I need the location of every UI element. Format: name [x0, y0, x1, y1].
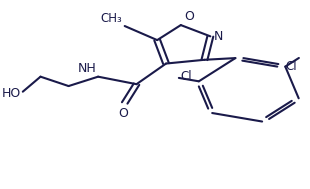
Text: CH₃: CH₃	[100, 12, 122, 25]
Text: NH: NH	[78, 62, 97, 75]
Text: HO: HO	[2, 87, 21, 100]
Text: Cl: Cl	[286, 60, 297, 73]
Text: N: N	[214, 30, 223, 43]
Text: O: O	[118, 107, 128, 120]
Text: Cl: Cl	[180, 70, 192, 84]
Text: O: O	[184, 10, 194, 23]
